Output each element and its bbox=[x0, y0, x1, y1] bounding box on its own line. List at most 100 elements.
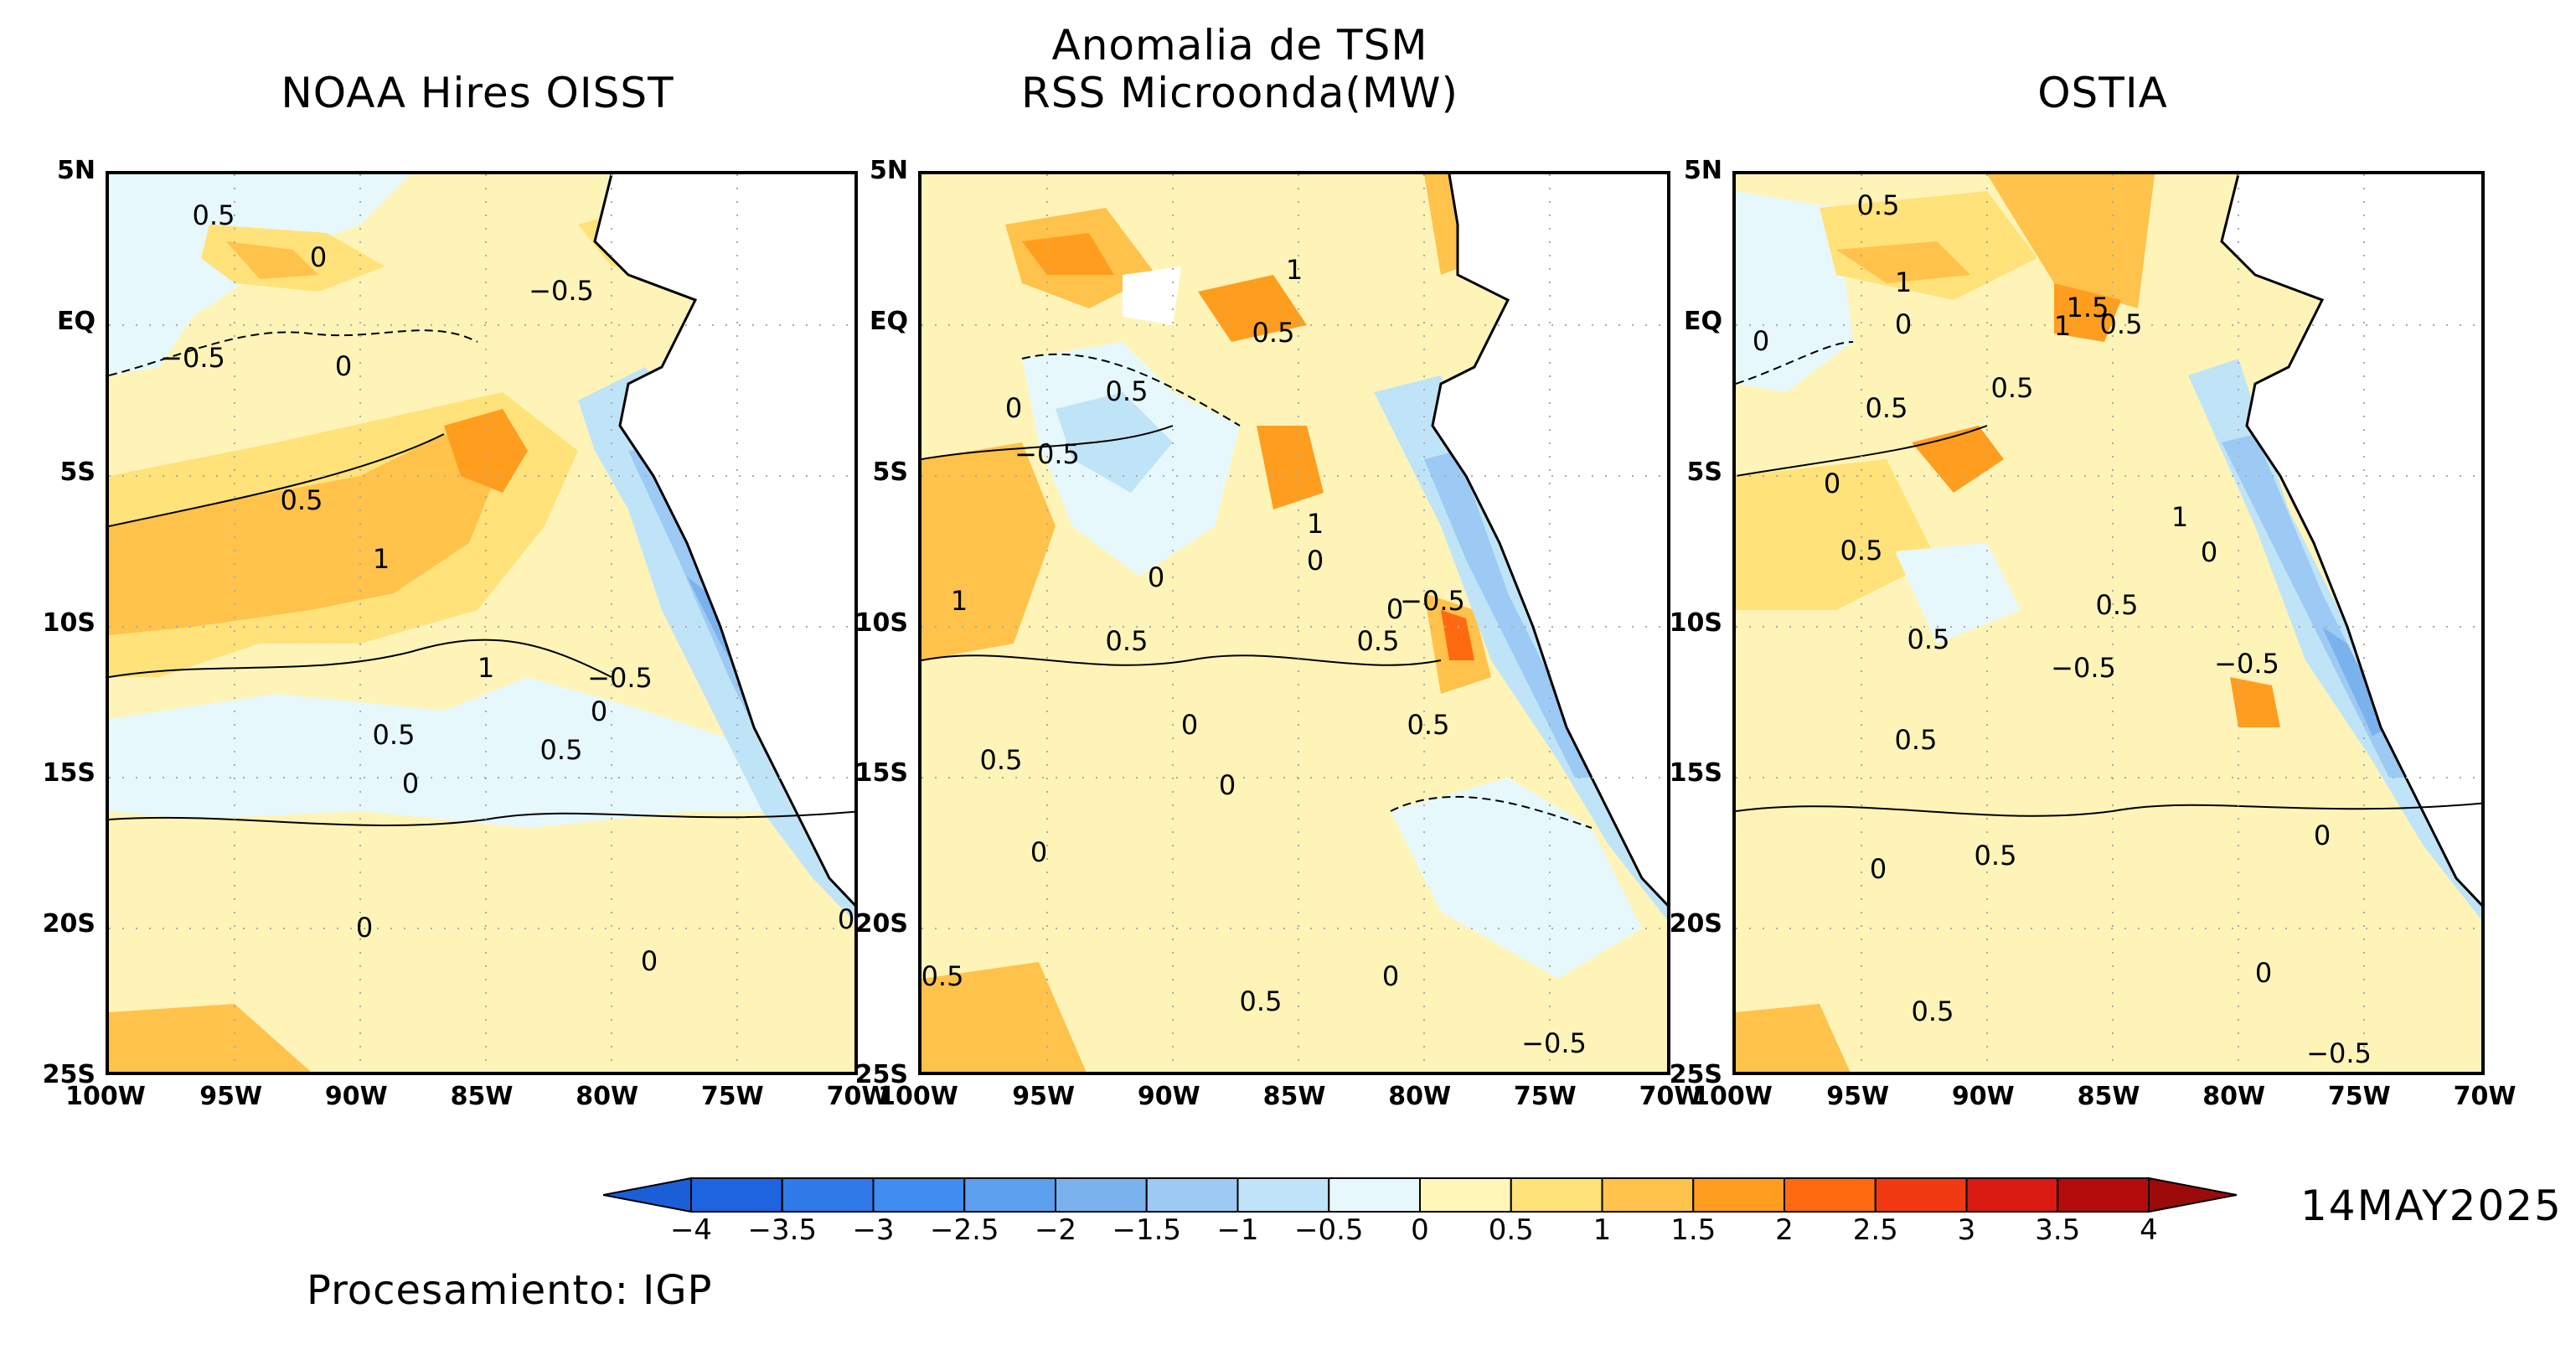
colorbar-tick-label: 2.5 bbox=[1852, 1213, 1898, 1247]
contour-label: 0 bbox=[1005, 392, 1022, 424]
contour-label: 0.5 bbox=[980, 744, 1023, 776]
colorbar-segment bbox=[963, 1177, 1056, 1213]
lon-tick-label: 95W bbox=[199, 1082, 263, 1111]
contour-label: 0.5 bbox=[1866, 392, 1908, 424]
contour-label: 0 bbox=[402, 768, 419, 799]
lon-tick-label: 70W bbox=[826, 1082, 890, 1111]
colorbar-tick-label: −1 bbox=[1216, 1213, 1259, 1247]
lon-tick-label: 100W bbox=[1692, 1082, 1773, 1111]
lon-tick-label: 80W bbox=[1388, 1082, 1452, 1111]
lon-tick-label: 90W bbox=[1137, 1082, 1200, 1111]
contour-label: 0.5 bbox=[1252, 317, 1295, 349]
contour-label: 0.5 bbox=[1357, 625, 1400, 657]
lon-tick-label: 90W bbox=[324, 1082, 388, 1111]
contour-label: 1 bbox=[2054, 310, 2071, 342]
colorbar-segment bbox=[1965, 1177, 2059, 1213]
lon-tick-label: 85W bbox=[450, 1082, 514, 1111]
colorbar-tick-label: −4 bbox=[669, 1213, 713, 1247]
contour-label: 0.5 bbox=[2096, 589, 2139, 621]
colorbar-segment bbox=[2057, 1177, 2150, 1213]
colorbar-tick-label: 3 bbox=[1957, 1213, 1976, 1247]
panel-title-left: NOAA Hires OISST bbox=[281, 69, 674, 117]
colorbar-segment bbox=[690, 1177, 783, 1213]
contour-label: 1 bbox=[1895, 266, 1912, 298]
lat-tick-label: 10S bbox=[854, 608, 908, 638]
contour-label: −0.5 bbox=[587, 662, 653, 694]
contour-label: 0 bbox=[1824, 468, 1840, 499]
contour-label: 0 bbox=[641, 945, 658, 977]
contour-label: 0.5 bbox=[1912, 996, 1954, 1027]
lat-tick-label: 25S bbox=[1669, 1060, 1722, 1089]
lon-tick-label: 80W bbox=[576, 1082, 639, 1111]
lon-tick-label: 95W bbox=[1012, 1082, 1076, 1111]
contour-label: 0 bbox=[2255, 957, 2272, 989]
contour-label: 0.5 bbox=[1975, 840, 2017, 871]
contour-label: 0.5 bbox=[2100, 308, 2143, 340]
lat-tick-label: 5N bbox=[57, 156, 96, 185]
contour-label: −0.5 bbox=[1521, 1027, 1587, 1059]
lat-tick-label: EQ bbox=[57, 306, 96, 336]
contour-label: 0.5 bbox=[540, 734, 583, 766]
map-panel-ostia: 0.5 1 0 1.5 0.5 1 0.5 0 0.5 0 1 0 0.5 0.… bbox=[1732, 171, 2485, 1075]
date-label: 14MAY2025 bbox=[2300, 1182, 2563, 1230]
contour-label: −0.5 bbox=[1400, 585, 1465, 617]
contour-label: 0 bbox=[2201, 536, 2217, 568]
lon-tick-label: 95W bbox=[1826, 1082, 1890, 1111]
contour-label: 0 bbox=[356, 912, 373, 944]
lat-tick-label: 10S bbox=[42, 608, 96, 638]
lon-tick-label: 75W bbox=[2327, 1082, 2391, 1111]
contour-label: 0.5 bbox=[1106, 375, 1149, 407]
lon-tick-label: 100W bbox=[878, 1082, 958, 1111]
contour-label: 0.5 bbox=[1895, 724, 1938, 756]
contour-label: 0.5 bbox=[1991, 372, 2034, 404]
lon-tick-label: 85W bbox=[2077, 1082, 2140, 1111]
colorbar-tick-label: 2 bbox=[1775, 1213, 1794, 1247]
contour-label: 0.5 bbox=[1407, 709, 1450, 741]
contour-label: 1 bbox=[373, 543, 390, 575]
lat-tick-label: 5S bbox=[1686, 457, 1722, 487]
colorbar-tick-label: 1 bbox=[1593, 1213, 1612, 1247]
map-panel-rss: 1 0.5 0.5 0 −0.5 1 0 0 1 0.5 0 −0.5 0.5 … bbox=[918, 171, 1670, 1075]
lat-tick-label: 5S bbox=[872, 457, 908, 487]
colorbar-over-arrow bbox=[2148, 1177, 2238, 1213]
lat-tick-label: 5N bbox=[870, 156, 908, 185]
contour-label: 0 bbox=[1753, 325, 1769, 357]
lat-tick-label: 15S bbox=[854, 758, 908, 789]
contour-label: 0 bbox=[2314, 820, 2331, 851]
contour-label: −0.5 bbox=[2214, 648, 2279, 680]
lat-tick-label: EQ bbox=[1684, 306, 1722, 336]
colorbar-segment bbox=[1236, 1177, 1330, 1213]
colorbar-segment bbox=[1601, 1177, 1695, 1213]
contour-label: 1 bbox=[951, 585, 968, 617]
contour-label: 0 bbox=[1895, 308, 1912, 340]
contour-label: 0 bbox=[1148, 561, 1164, 593]
contour-label: 0 bbox=[1307, 545, 1324, 577]
colorbar-segment bbox=[1510, 1177, 1603, 1213]
colorbar-tick-label: −2.5 bbox=[929, 1213, 999, 1247]
contour-label: 0.5 bbox=[1907, 623, 1950, 655]
lat-tick-label: 15S bbox=[42, 758, 96, 789]
contour-label: 1.5 bbox=[2067, 292, 2109, 323]
lon-tick-label: 90W bbox=[1951, 1082, 2015, 1111]
colorbar-segment bbox=[1145, 1177, 1239, 1213]
colorbar bbox=[603, 1177, 2238, 1213]
lat-tick-label: 20S bbox=[42, 909, 96, 939]
contour-label: −0.5 bbox=[529, 275, 594, 307]
contour-label: −0.5 bbox=[2051, 652, 2116, 684]
main-title-line1: Anomalia de TSM bbox=[1051, 21, 1428, 70]
contour-label: 1 bbox=[2171, 501, 2188, 533]
contour-label: 0 bbox=[591, 696, 607, 727]
contour-label: 0.5 bbox=[921, 960, 963, 992]
colorbar-segment bbox=[1055, 1177, 1148, 1213]
lon-tick-label: 70W bbox=[2453, 1082, 2517, 1111]
contour-label: 0 bbox=[1870, 853, 1887, 885]
contour-label: 0 bbox=[310, 241, 327, 273]
colorbar-tick-label: 0 bbox=[1411, 1213, 1429, 1247]
lat-tick-label: 20S bbox=[1669, 909, 1722, 939]
colorbar-tick-label: −3 bbox=[852, 1213, 895, 1247]
lat-tick-label: 5S bbox=[59, 457, 96, 487]
colorbar-tick-label: 1.5 bbox=[1670, 1213, 1716, 1247]
sst-anomaly-map-rss: 1 0.5 0.5 0 −0.5 1 0 0 1 0.5 0 −0.5 0.5 … bbox=[921, 174, 1667, 1072]
colorbar-tick-label: −1.5 bbox=[1112, 1213, 1182, 1247]
contour-label: 0 bbox=[1219, 769, 1236, 801]
